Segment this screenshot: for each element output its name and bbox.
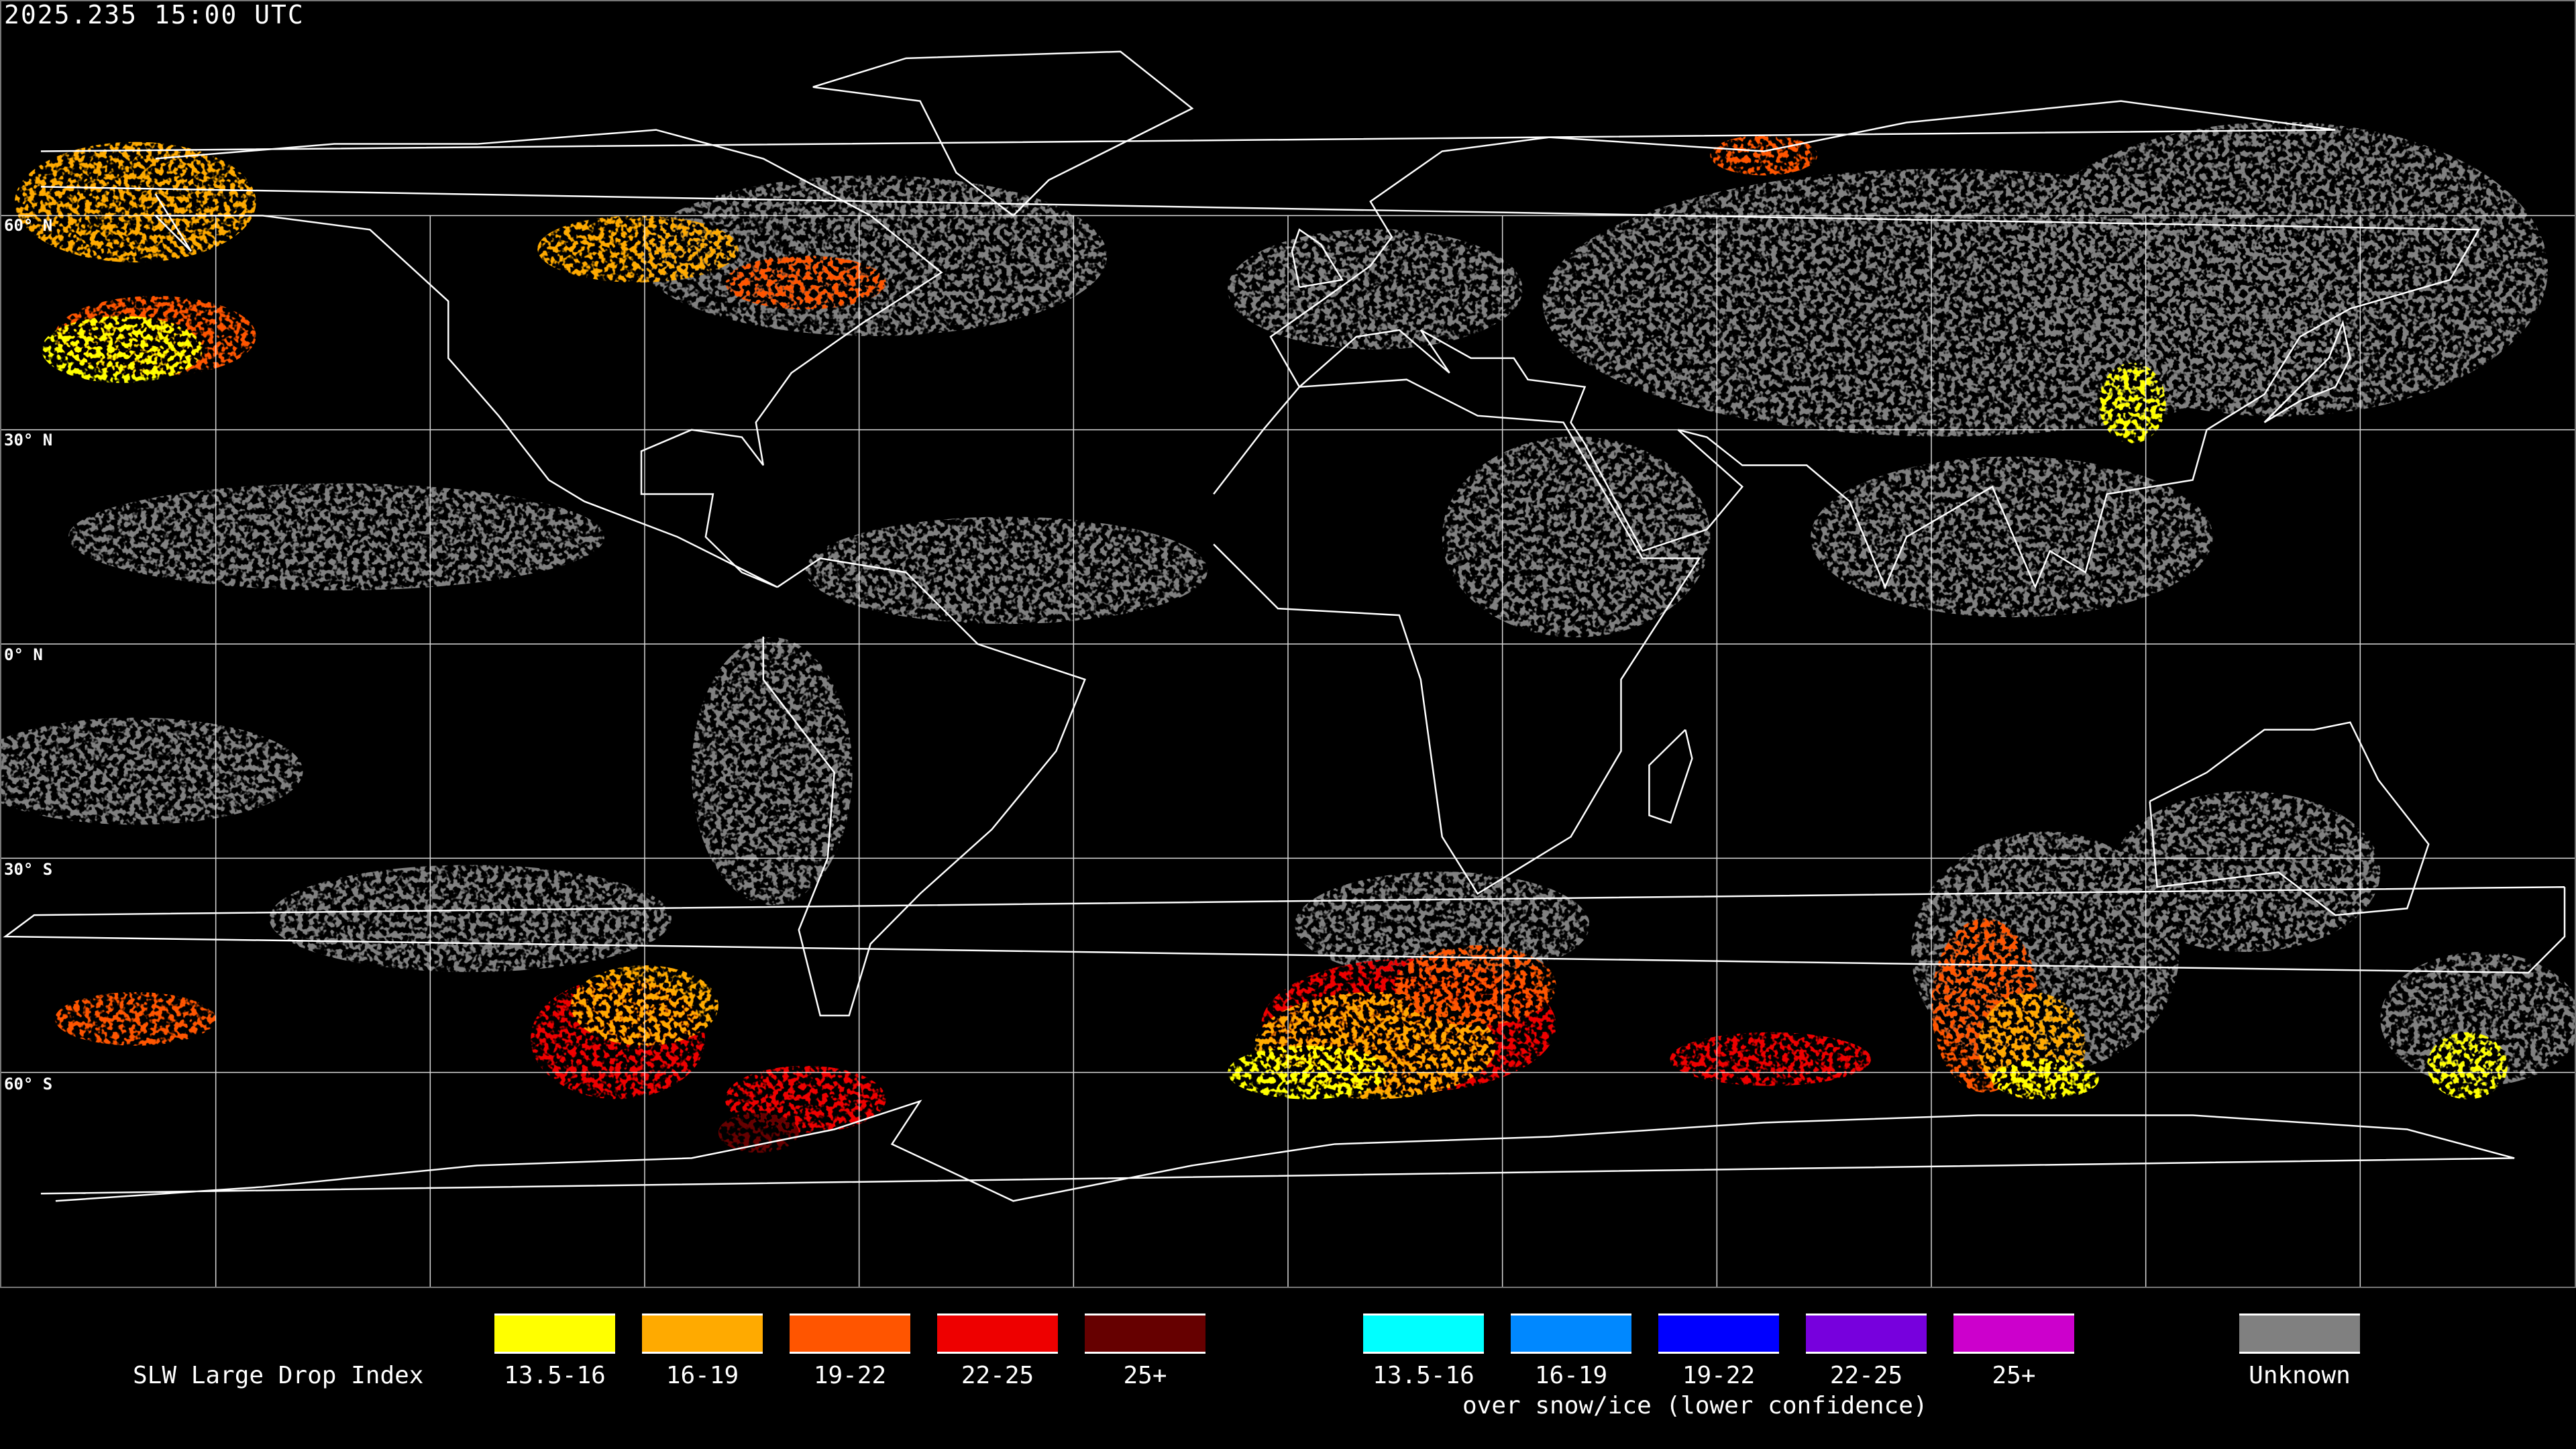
coastline-antarctica xyxy=(40,1099,2515,1202)
legend-snow-ice-4-swatch xyxy=(1953,1313,2074,1354)
slw-cloud-region xyxy=(718,1112,799,1153)
coastline-africa xyxy=(1213,378,1701,895)
legend-snow-ice-0-swatch xyxy=(1363,1313,1484,1354)
slw-cloud-region xyxy=(1710,135,1818,176)
slw-cloud-region xyxy=(1991,1059,2099,1099)
slw-cloud-region xyxy=(1670,1032,1872,1086)
lat-lon-grid xyxy=(1,215,2575,1287)
slw-cloud-region xyxy=(54,991,216,1046)
slw-cloud-region xyxy=(537,215,739,283)
legend-standard-0-label: 13.5-16 xyxy=(504,1362,606,1389)
unknown-cloud-region xyxy=(269,865,672,972)
slw-cloud-region xyxy=(1395,945,1556,1026)
unknown-cloud-region xyxy=(2112,791,2381,953)
legend-snow-ice-1-swatch xyxy=(1511,1313,1631,1354)
unknown-cloud-region xyxy=(691,637,853,906)
legend-snow-ice-2-swatch xyxy=(1658,1313,1779,1354)
slw-cloud-region xyxy=(2098,362,2166,443)
legend-standard-1-swatch xyxy=(642,1313,763,1354)
coastline-japan xyxy=(2263,319,2351,423)
legend-standard-4-swatch xyxy=(1085,1313,1205,1354)
legend-snow-ice-3-swatch xyxy=(1806,1313,1927,1354)
coastline-australia xyxy=(2149,721,2430,916)
lat-label-0n: 0° N xyxy=(4,645,43,664)
coastline-greenland xyxy=(812,50,1194,217)
coastline-uk xyxy=(1291,228,1344,288)
legend-standard-2-label: 19-22 xyxy=(813,1362,887,1389)
legend-snow-ice-subtitle: over snow/ice (lower confidence) xyxy=(1462,1392,1928,1419)
lat-label-30s: 30° S xyxy=(4,860,53,879)
coastline-south-america xyxy=(762,557,1086,1017)
cloud-layer xyxy=(1,121,2575,1153)
unknown-cloud-region xyxy=(1,717,303,825)
lat-label-60s: 60° S xyxy=(4,1075,53,1093)
unknown-cloud-region xyxy=(2380,952,2575,1086)
legend-title: SLW Large Drop Index xyxy=(133,1362,424,1389)
legend-snow-ice-3-label: 22-25 xyxy=(1829,1362,1903,1389)
legend-standard-1-label: 16-19 xyxy=(665,1362,739,1389)
legend-standard-4-label: 25+ xyxy=(1123,1362,1167,1389)
slw-cloud-region xyxy=(724,256,886,310)
legend: SLW Large Drop Index 13.5-16 16-19 19-22 22… xyxy=(0,1288,2576,1449)
lat-label-30n: 30° N xyxy=(4,431,53,449)
satellite-map[interactable] xyxy=(0,0,2576,1288)
lat-label-60n: 60° N xyxy=(4,216,53,235)
legend-snow-ice-1-label: 16-19 xyxy=(1534,1362,1608,1389)
legend-snow-ice-0-label: 13.5-16 xyxy=(1373,1362,1474,1389)
coastline-asia-south xyxy=(40,186,2481,590)
unknown-cloud-region xyxy=(1228,229,1523,350)
coastline-new-zealand xyxy=(3,885,2566,974)
legend-standard-3-swatch xyxy=(937,1313,1058,1354)
unknown-cloud-region xyxy=(2011,121,2548,417)
legend-unknown-label: Unknown xyxy=(2249,1362,2351,1389)
slw-cloud-region xyxy=(14,142,256,263)
legend-unknown-swatch xyxy=(2239,1313,2360,1354)
slw-cloud-region xyxy=(41,316,203,383)
unknown-cloud-region xyxy=(68,483,605,591)
legend-standard-3-label: 22-25 xyxy=(961,1362,1034,1389)
legend-standard-2-swatch xyxy=(790,1313,910,1354)
legend-snow-ice-4-label: 25+ xyxy=(1992,1362,2036,1389)
legend-snow-ice-2-label: 19-22 xyxy=(1682,1362,1756,1389)
coastline-madagascar xyxy=(1648,729,1693,824)
unknown-cloud-region xyxy=(805,517,1208,625)
timestamp: 2025.235 15:00 UTC xyxy=(4,0,305,30)
legend-standard-0-swatch xyxy=(494,1313,615,1354)
map-canvas xyxy=(1,50,2575,1287)
unknown-cloud-region xyxy=(1442,436,1711,638)
unknown-cloud-region xyxy=(1811,456,2213,618)
slw-cloud-region xyxy=(2427,1032,2508,1099)
coastline-eurasia xyxy=(40,100,2336,388)
